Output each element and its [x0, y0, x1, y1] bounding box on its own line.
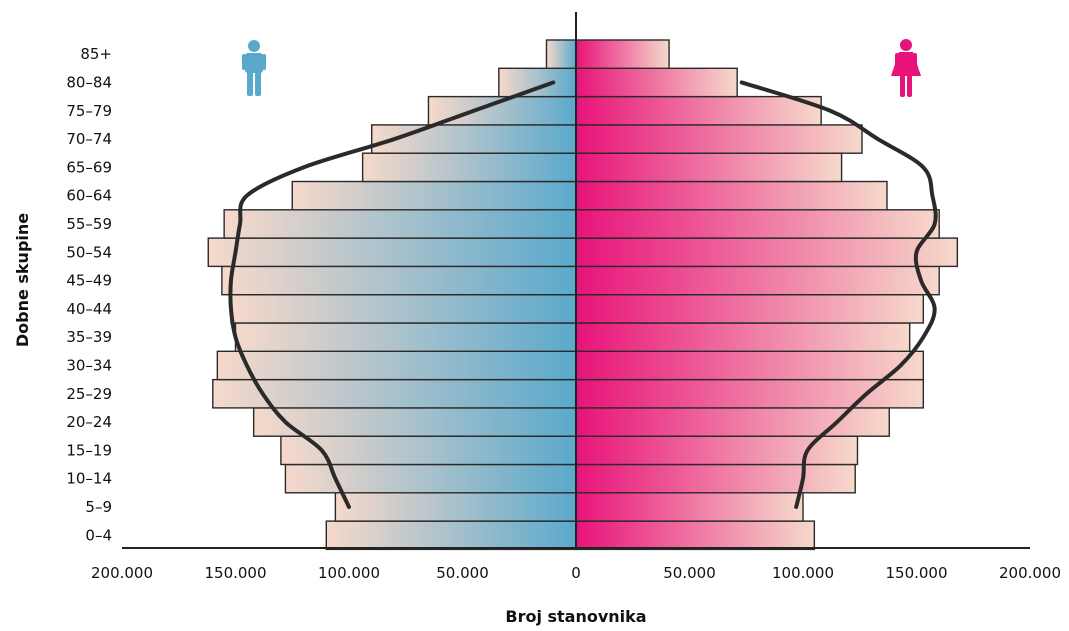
x-tick-labels: 200.000 150.000 100.000 50.000 0 50.000 100.00…: [91, 564, 1061, 582]
female-bar-55–59: [575, 209, 940, 239]
female-icon: [891, 39, 921, 97]
male-bar-80–84: [498, 67, 577, 98]
male-icon: [242, 40, 266, 96]
age-label: 25–29: [66, 385, 112, 403]
female-bar-5–9: [575, 492, 804, 522]
age-label: 50–54: [66, 243, 112, 261]
x-tick-label: 150.000: [885, 564, 947, 582]
female-bar-0–4: [575, 520, 816, 551]
age-label: 15–19: [66, 441, 112, 459]
x-tick-label: 200.000: [999, 564, 1061, 582]
male-bar-10–14: [284, 463, 577, 494]
female-bar-45–49: [575, 265, 940, 296]
y-axis-label: Dobne skupine: [13, 213, 32, 347]
female-bar-60–64: [575, 180, 888, 211]
age-label: 45–49: [66, 272, 112, 290]
female-bar-70–74: [575, 124, 863, 154]
age-group-labels: 0–4 5–9 10–14 15–19 20–24 25–29 30–34 35–39 40–4…: [66, 45, 112, 544]
female-bar-25–29: [575, 378, 925, 409]
male-bar-65–69: [361, 152, 577, 183]
female-bar-50–54: [575, 237, 959, 268]
male-bar-5–9: [334, 492, 577, 522]
female-bar-85+: [575, 39, 670, 69]
x-tick-label: 0: [571, 564, 581, 582]
male-bar-35–39: [234, 322, 577, 352]
age-label: 10–14: [66, 470, 112, 488]
x-tick-label: 150.000: [204, 564, 266, 582]
male-bar-30–34: [216, 350, 577, 381]
female-bar-40–44: [575, 294, 925, 324]
male-bar-60–64: [291, 180, 577, 211]
x-tick-label: 100.000: [318, 564, 380, 582]
age-label: 65–69: [66, 158, 112, 176]
age-label: 75–79: [66, 102, 112, 120]
age-label: 70–74: [66, 130, 112, 148]
age-label: 5–9: [85, 498, 112, 516]
x-tick-label: 50.000: [663, 564, 716, 582]
age-label: 55–59: [66, 215, 112, 233]
age-label: 30–34: [66, 356, 112, 374]
female-bar-35–39: [575, 322, 911, 352]
age-label: 80–84: [66, 73, 112, 91]
x-tick-label: 200.000: [91, 564, 153, 582]
male-bars: [207, 39, 577, 551]
x-tick-label: 50.000: [436, 564, 489, 582]
male-bar-85+: [545, 39, 577, 69]
overlay-lines: [228, 80, 938, 509]
male-bar-50–54: [207, 237, 577, 268]
x-axis-label: Broj stanovnika: [505, 607, 646, 626]
x-tick-label: 100.000: [772, 564, 834, 582]
age-label: 20–24: [66, 413, 112, 431]
age-label: 60–64: [66, 187, 112, 205]
male-comparison-line: [228, 80, 556, 509]
female-bar-65–69: [575, 152, 843, 183]
age-label: 35–39: [66, 328, 112, 346]
male-bar-55–59: [223, 209, 577, 239]
male-bar-70–74: [371, 124, 577, 154]
female-bar-10–14: [575, 463, 856, 494]
male-bar-45–49: [221, 265, 577, 296]
female-bar-30–34: [575, 350, 925, 381]
female-bar-20–24: [575, 407, 890, 437]
age-label: 85+: [80, 45, 112, 63]
female-bar-15–19: [575, 435, 859, 466]
age-label: 40–44: [66, 300, 112, 318]
male-bar-25–29: [212, 378, 577, 409]
female-bar-80–84: [575, 67, 738, 98]
male-bar-15–19: [280, 435, 577, 466]
female-comparison-line: [739, 80, 938, 509]
female-bars: [575, 39, 959, 551]
age-label: 0–4: [85, 526, 112, 544]
male-bar-0–4: [325, 520, 577, 551]
male-bar-20–24: [252, 407, 577, 437]
female-bar-75–79: [575, 95, 822, 126]
male-bar-40–44: [230, 294, 577, 324]
